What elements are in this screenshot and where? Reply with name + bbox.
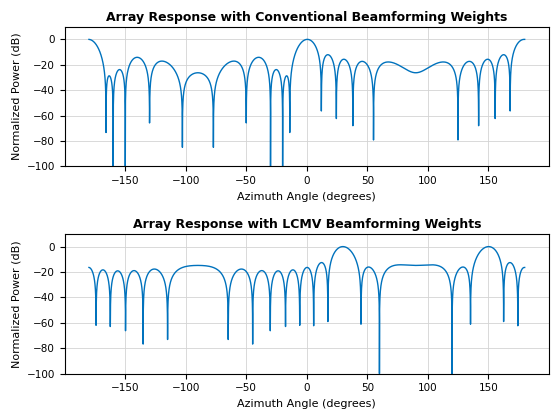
- X-axis label: Azimuth Angle (degrees): Azimuth Angle (degrees): [237, 192, 376, 202]
- Y-axis label: Normalized Power (dB): Normalized Power (dB): [11, 33, 21, 160]
- Title: Array Response with Conventional Beamforming Weights: Array Response with Conventional Beamfor…: [106, 11, 507, 24]
- Y-axis label: Normalized Power (dB): Normalized Power (dB): [11, 240, 21, 368]
- X-axis label: Azimuth Angle (degrees): Azimuth Angle (degrees): [237, 399, 376, 409]
- Title: Array Response with LCMV Beamforming Weights: Array Response with LCMV Beamforming Wei…: [133, 218, 481, 231]
